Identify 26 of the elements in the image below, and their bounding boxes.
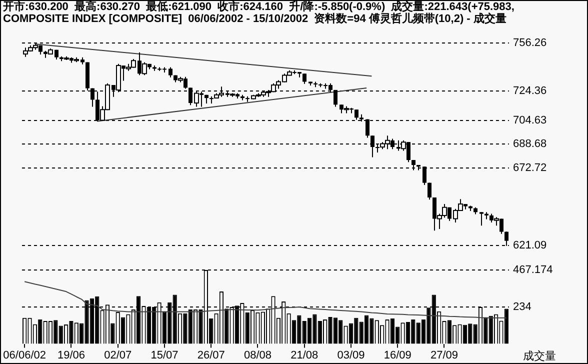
- y-tick-label: 688.68: [513, 138, 547, 150]
- y-tick-label: 756.26: [513, 37, 547, 50]
- chart-subtitle: COMPOSITE INDEX [COMPOSITE] 06/06/2002 - 15/10/2002 资料数=94 傅灵哲儿频带(10,2) - 成交量: [3, 13, 508, 25]
- candlestick: [334, 89, 338, 108]
- y-tick-label: 234: [513, 300, 532, 313]
- y-tick-label: 621.09: [513, 239, 547, 252]
- x-tick-label: 15/07: [150, 349, 178, 362]
- candlestick: [428, 182, 432, 200]
- y-tick-label: 724.36: [513, 84, 547, 97]
- x-tick-label: 26/07: [197, 349, 225, 362]
- x-tick-label: 21/08: [290, 349, 318, 362]
- x-tick-label: 19/06: [57, 349, 85, 362]
- candlestick: [354, 109, 358, 120]
- x-tick-label: 16/09: [384, 349, 412, 362]
- y-tick-label: 467.174: [513, 264, 553, 276]
- y-axis-title: 成交量: [523, 350, 556, 363]
- x-tick-label: 06/06/02: [3, 349, 46, 362]
- candlestick: [302, 73, 306, 84]
- candlestick: [480, 212, 484, 226]
- x-tick-label: 08/08: [244, 349, 272, 362]
- y-tick-label: 672.72: [513, 162, 547, 174]
- x-tick-label: 27/09: [430, 349, 458, 362]
- x-tick-label: 02/07: [104, 349, 132, 362]
- candlestick: [168, 66, 172, 78]
- x-tick-label: 03/09: [337, 349, 365, 362]
- y-tick-label: 704.63: [513, 114, 547, 126]
